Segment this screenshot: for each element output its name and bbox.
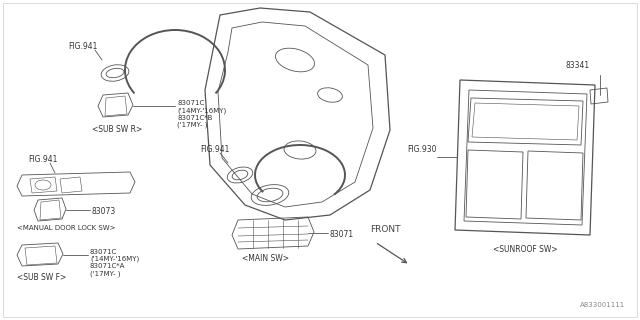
Text: FIG.941: FIG.941 — [28, 155, 58, 164]
Text: 83071C
('14MY-'16MY)
83071C*B
('17MY- ): 83071C ('14MY-'16MY) 83071C*B ('17MY- ) — [177, 100, 227, 128]
Text: FIG.941: FIG.941 — [200, 145, 229, 154]
Text: <SUB SW R>: <SUB SW R> — [92, 125, 142, 134]
Text: FIG.930: FIG.930 — [408, 145, 437, 154]
Text: 83071C
('14MY-'16MY)
83071C*A
('17MY- ): 83071C ('14MY-'16MY) 83071C*A ('17MY- ) — [90, 249, 140, 277]
Text: <SUB SW F>: <SUB SW F> — [17, 273, 67, 282]
Text: 83073: 83073 — [92, 207, 116, 216]
Text: FRONT: FRONT — [370, 225, 401, 234]
Text: <MAIN SW>: <MAIN SW> — [242, 254, 289, 263]
Text: 83071: 83071 — [330, 230, 354, 239]
Text: A833001111: A833001111 — [580, 302, 625, 308]
Text: 83341: 83341 — [565, 61, 589, 70]
Text: <MANUAL DOOR LOCK SW>: <MANUAL DOOR LOCK SW> — [17, 225, 115, 231]
Text: FIG.941: FIG.941 — [68, 42, 97, 51]
Text: <SUNROOF SW>: <SUNROOF SW> — [493, 245, 557, 254]
